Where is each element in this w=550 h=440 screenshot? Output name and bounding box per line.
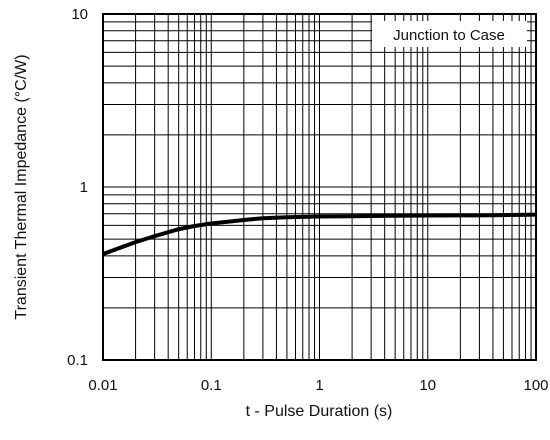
plot-frame [102,13,537,361]
legend-label-junction-to-case: Junction to Case [393,27,505,44]
y-tick-label: 0.1 [67,352,88,369]
series-line-0 [102,212,537,256]
y-axis-title: Transient Thermal Impedance (°C/W) [13,54,30,319]
y-tick-labels: 0.1 1 10 [67,6,88,369]
legend-box [372,21,527,47]
series-layer [102,212,537,256]
y-tick-label: 10 [71,6,88,23]
grid [103,14,536,360]
x-tick-labels: 0.01 0.1 1 10 100 [88,377,548,394]
x-tick-label: 10 [419,377,436,394]
x-tick-label: 1 [315,377,323,394]
y-tick-label: 1 [80,179,88,196]
x-tick-label: 0.1 [201,377,222,394]
x-tick-label: 100 [523,377,548,394]
x-tick-label: 0.01 [88,377,117,394]
x-axis-title: t - Pulse Duration (s) [246,403,393,420]
legend: Junction to Case [372,21,527,47]
